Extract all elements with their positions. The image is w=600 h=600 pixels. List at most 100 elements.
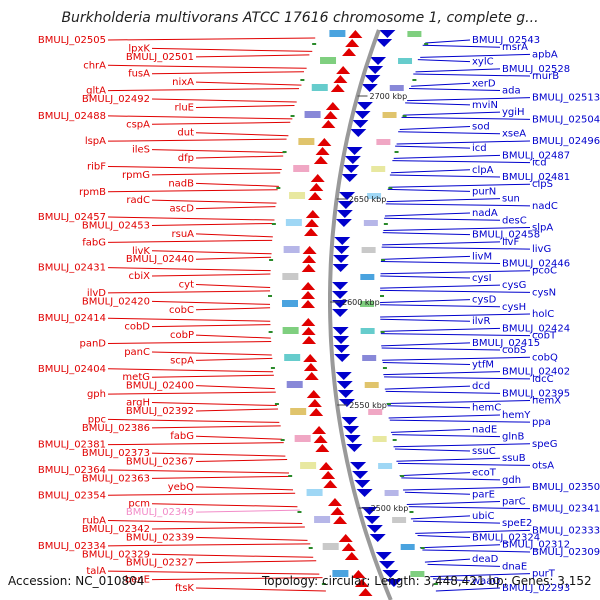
- right-strand-feature: [350, 129, 367, 137]
- gene-leader-line: [425, 39, 471, 44]
- feature-tile: [298, 138, 315, 145]
- gene-label: BMULJ_02329: [82, 549, 150, 560]
- gene-leader-line: [107, 64, 307, 69]
- feature-tile: [322, 543, 339, 550]
- map-title: Burkholderia multivorans ATCC 17616 chro…: [61, 10, 539, 26]
- track-tick: [400, 475, 405, 477]
- gene-leader-line: [393, 443, 531, 448]
- feature-tile: [392, 517, 407, 523]
- gene-leader-line: [382, 232, 471, 236]
- gene-leader-line: [380, 327, 501, 332]
- left-strand-feature: [306, 390, 321, 398]
- gene-leader-line: [151, 374, 274, 378]
- gene-label: BMULJ_02354: [38, 490, 106, 501]
- right-strand-feature: [352, 471, 369, 479]
- gene-label: ygiH: [502, 107, 525, 118]
- gene-leader-line: [107, 442, 284, 446]
- track-tick: [271, 223, 276, 225]
- track-tick: [394, 151, 399, 153]
- feature-tile: [289, 192, 306, 199]
- feature-tracks: [268, 30, 438, 596]
- left-strand-feature: [313, 435, 328, 443]
- feature-tile: [300, 462, 317, 469]
- feature-tile: [294, 435, 311, 442]
- right-strand-feature: [333, 246, 350, 254]
- gene-label: dut: [177, 128, 194, 139]
- gene-leader-line: [151, 250, 272, 255]
- gene-label: BMULJ_02446: [502, 259, 570, 270]
- position-marker-label: 2700 kbp: [370, 92, 408, 101]
- gene-label: lspA: [85, 136, 106, 147]
- gene-label: mviN: [472, 100, 498, 111]
- gene-label: ytfM: [472, 359, 494, 370]
- gene-leader-line: [151, 402, 277, 407]
- track-tick: [392, 439, 397, 441]
- feature-tile: [360, 274, 375, 280]
- gene-leader-line: [396, 140, 531, 145]
- left-strand-feature: [302, 336, 317, 344]
- gene-leader-line: [151, 526, 305, 530]
- genome-summary-text: Topology: circular; Length: 3,448,421 bp…: [262, 574, 592, 588]
- feature-tile: [285, 219, 302, 226]
- gene-label: BMULJ_02415: [472, 338, 540, 349]
- feature-tile: [311, 84, 328, 91]
- gene-label: BMULJ_02341: [532, 504, 600, 515]
- gene-leader-line: [420, 53, 531, 58]
- gene-leader-line: [383, 226, 531, 231]
- feature-tile: [407, 31, 422, 37]
- left-strand-feature: [319, 462, 334, 470]
- gene-label: ubiC: [472, 511, 494, 522]
- right-strand-feature: [364, 75, 381, 83]
- gene-label: metG: [122, 372, 150, 383]
- gene-label: fabG: [82, 237, 106, 248]
- feature-tile: [400, 544, 415, 550]
- gene-leader-line: [195, 182, 279, 187]
- feature-tile: [314, 516, 331, 523]
- right-strand-feature: [382, 570, 399, 578]
- left-strand-feature: [301, 318, 316, 326]
- right-strand-feature: [332, 291, 349, 299]
- left-strand-feature: [304, 372, 319, 380]
- feature-tile: [389, 85, 404, 91]
- left-strand-feature: [309, 408, 324, 416]
- gene-label: nixA: [172, 77, 194, 88]
- right-strand-feature: [369, 534, 386, 542]
- track-tick: [383, 223, 388, 225]
- gene-leader-line: [381, 246, 531, 250]
- gene-leader-line: [387, 188, 471, 192]
- right-strand-feature: [333, 345, 350, 353]
- track-tick: [420, 547, 425, 549]
- gene-label: BMULJ_02381: [38, 440, 106, 451]
- gene-label: gdh: [502, 475, 521, 486]
- gene-label: BMULJ_02458: [472, 230, 540, 241]
- gene-label: panC: [124, 347, 150, 358]
- gene-label: BMULJ_02342: [82, 524, 150, 535]
- gene-label: desC: [502, 215, 527, 226]
- feature-tile: [384, 490, 399, 496]
- gene-leader-line: [107, 267, 271, 272]
- gene-leader-line: [383, 371, 501, 376]
- position-marker-label: 2600 kbp: [342, 298, 380, 307]
- gene-leader-line: [380, 270, 531, 275]
- gene-leader-line: [107, 469, 290, 474]
- gene-leader-line: [107, 391, 276, 395]
- map-footer: Accession: NC_010804 Topology: circular;…: [0, 574, 600, 596]
- track-tick: [380, 295, 385, 297]
- gene-leader-line: [151, 172, 281, 176]
- gene-label: livF: [502, 237, 519, 248]
- gene-leader-line: [389, 419, 531, 423]
- gene-label: murB: [532, 71, 559, 82]
- gene-leader-line: [384, 212, 471, 217]
- gene-leader-line: [380, 304, 501, 308]
- gene-label: benE: [125, 575, 150, 586]
- left-strand-feature: [321, 120, 336, 128]
- feature-tile: [376, 139, 391, 145]
- gene-label: BMULJ_02363: [82, 473, 150, 484]
- left-strand-feature: [330, 507, 345, 515]
- right-strand-feature: [335, 372, 352, 380]
- left-strand-feature: [312, 426, 327, 434]
- position-marker-label: 2650 kbp: [349, 195, 387, 204]
- left-strand-feature: [344, 552, 359, 560]
- gene-leader-line: [403, 111, 501, 116]
- feature-tile: [332, 570, 349, 577]
